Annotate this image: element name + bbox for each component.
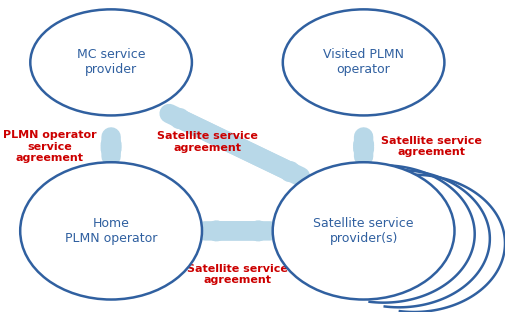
- Ellipse shape: [273, 162, 454, 300]
- Ellipse shape: [30, 9, 192, 115]
- Text: PLMN operator
service
agreement: PLMN operator service agreement: [3, 130, 96, 163]
- Text: Satellite service
provider(s): Satellite service provider(s): [313, 217, 414, 245]
- Ellipse shape: [283, 9, 444, 115]
- Text: Satellite service
agreement: Satellite service agreement: [381, 136, 482, 158]
- Text: Home
PLMN operator: Home PLMN operator: [65, 217, 157, 245]
- Ellipse shape: [20, 162, 202, 300]
- Text: Visited PLMN
operator: Visited PLMN operator: [323, 48, 404, 76]
- Text: MC service
provider: MC service provider: [77, 48, 145, 76]
- Text: Satellite service
agreement: Satellite service agreement: [187, 264, 288, 285]
- Text: Satellite service
agreement: Satellite service agreement: [157, 131, 258, 153]
